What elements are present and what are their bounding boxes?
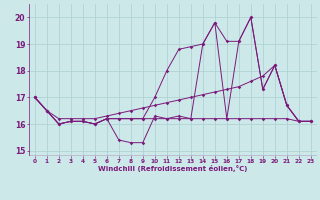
X-axis label: Windchill (Refroidissement éolien,°C): Windchill (Refroidissement éolien,°C) [98, 165, 247, 172]
